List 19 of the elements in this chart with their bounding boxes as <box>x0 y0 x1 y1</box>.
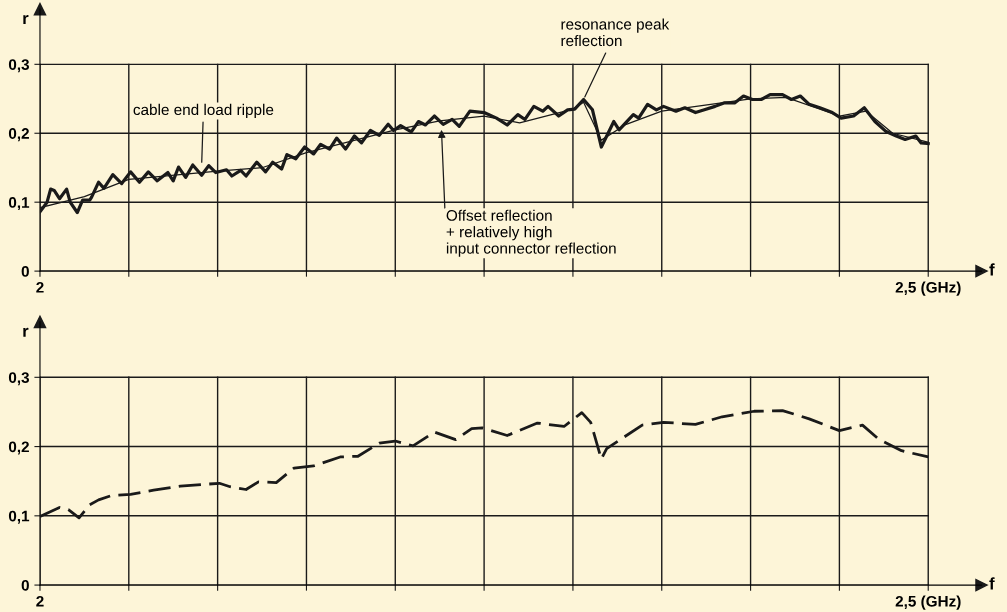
annotation: cable end load ripple <box>133 103 274 119</box>
annotation: resonance peak reflection <box>561 18 670 47</box>
y-tick-label: 0,1 <box>8 510 30 524</box>
x-axis-title: f <box>989 263 995 276</box>
x-tick-label: 2,5 (GHz) <box>895 595 961 610</box>
x-tick-label: 2 <box>36 281 44 293</box>
y-tick-label: 0,1 <box>8 197 30 211</box>
x-tick-label: 2,5 (GHz) <box>895 281 961 296</box>
y-tick-label: 0 <box>21 265 29 277</box>
y-tick-label: 0,3 <box>8 372 30 386</box>
y-tick-label: 0,2 <box>8 441 29 455</box>
y-tick-label: 0 <box>21 579 29 591</box>
x-axis-title: f <box>989 577 995 590</box>
y-axis-title: r <box>23 14 29 24</box>
y-axis-title: r <box>23 327 29 337</box>
y-tick-label: 0,2 <box>8 128 29 142</box>
annotation: Offset reflection + relatively high input connector reflection <box>446 209 616 257</box>
y-tick-label: 0,3 <box>8 59 30 73</box>
x-tick-label: 2 <box>36 595 44 607</box>
